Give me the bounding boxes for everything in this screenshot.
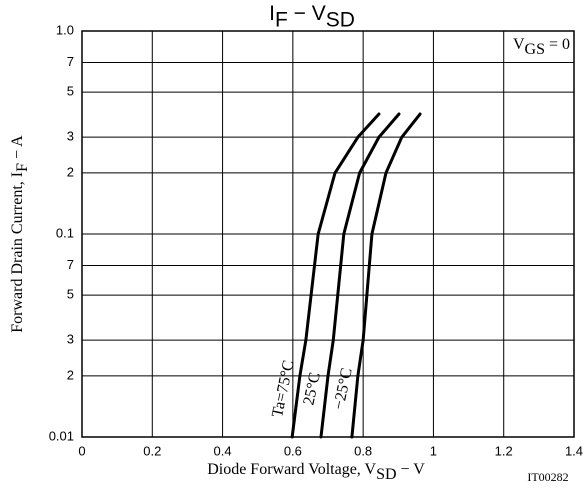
y-tick-label: 3	[67, 332, 74, 347]
y-tick-label: 0.1	[56, 225, 74, 240]
text-part: SD	[376, 465, 396, 482]
y-axis-label: Forward Drain Current, IF − A	[9, 135, 31, 333]
x-tick-label: 1.4	[565, 443, 583, 458]
y-tick-label: 1.0	[56, 22, 74, 37]
x-tick-label: 0.8	[354, 443, 372, 458]
chart-title: IF − VSD	[269, 2, 355, 31]
annotation: VGS = 0	[513, 36, 570, 58]
x-tick-label: 0	[78, 443, 85, 458]
text-part: − A	[9, 135, 26, 163]
y-tick-label: 7	[67, 54, 74, 69]
text-part: − V	[397, 461, 426, 478]
text-part: F	[275, 8, 288, 31]
x-axis-label: Diode Forward Voltage, VSD − V	[207, 461, 425, 483]
series-label: 25°C	[300, 371, 324, 407]
y-tick-label: 3	[67, 129, 74, 144]
y-tick-label: 5	[67, 287, 74, 302]
text-part: SD	[326, 8, 355, 31]
y-tick-label: 5	[67, 84, 74, 99]
text-part: GS	[525, 40, 545, 57]
text-part: − V	[288, 2, 326, 25]
curve	[319, 112, 401, 439]
text-part: = 0	[545, 36, 570, 53]
x-tick-label: 0.2	[143, 443, 161, 458]
text-part: Diode Forward Voltage, V	[207, 461, 376, 478]
text-part: F	[13, 163, 30, 172]
x-tick-label: 0.4	[214, 443, 232, 458]
x-tick-label: 0.6	[284, 443, 302, 458]
figure-code: IT00282	[527, 470, 568, 484]
y-tick-label: 2	[67, 164, 74, 179]
y-tick-label: 2	[67, 367, 74, 382]
x-tick-label: 1	[430, 443, 437, 458]
text-part: Forward Drain Current, I	[9, 172, 26, 333]
x-tick-label: 1.2	[495, 443, 513, 458]
y-tick-label: 0.01	[49, 428, 74, 443]
curve	[350, 112, 422, 439]
series-label: Ta=75°C	[269, 359, 298, 419]
curve	[290, 112, 381, 439]
y-tick-label: 7	[67, 257, 74, 272]
series-label: −25°C	[330, 366, 355, 411]
text-part: V	[513, 36, 525, 53]
text-part: I	[269, 2, 275, 25]
